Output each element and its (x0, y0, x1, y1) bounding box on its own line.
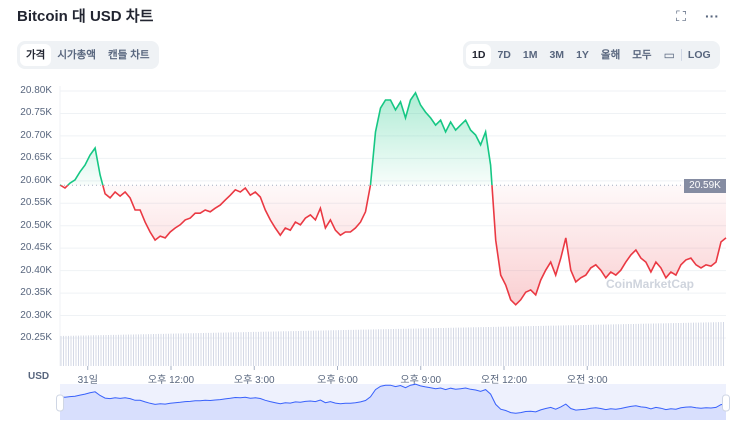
baseline-price-badge: 20.59K (684, 179, 726, 193)
navigator-line (59, 383, 727, 414)
range-1y[interactable]: 1Y (576, 49, 589, 61)
chart-type-tabs: 가격 시가총액 캔들 차트 (17, 41, 159, 69)
log-toggle[interactable]: LOG (687, 49, 711, 61)
range-selector: 1D 7D 1M 3M 1Y 올해 모두 ▭ LOG (463, 41, 720, 69)
y-tick-label: 20.65K (20, 152, 52, 164)
y-tick-label: 20.30K (20, 309, 52, 321)
divider (680, 49, 682, 61)
x-tick-label: 오후 12:00 (147, 375, 195, 386)
x-tick-label: 31일 (77, 375, 98, 386)
y-tick-label: 20.25K (20, 332, 52, 343)
more-dots-icon[interactable]: ··· (705, 8, 719, 24)
watermark: CoinMarketCap (606, 277, 695, 291)
x-tick-label: 오후 9:00 (400, 375, 442, 386)
range-1d[interactable]: 1D (466, 44, 492, 66)
page-title: Bitcoin 대 USD 차트 (17, 8, 154, 25)
y-tick-label: 20.75K (20, 107, 52, 119)
y-tick-label: 20.40K (20, 264, 52, 276)
y-tick-label: 20.60K (20, 174, 52, 186)
price-line-down (59, 185, 727, 306)
area-fill-up (60, 92, 726, 186)
y-tick-label: 20.80K (20, 85, 52, 96)
y-tick-label: 20.45K (20, 242, 52, 254)
price-line-up (59, 91, 493, 186)
y-tick-label: 20.70K (20, 129, 52, 141)
range-all[interactable]: 모두 (632, 49, 652, 61)
range-1m[interactable]: 1M (522, 49, 538, 61)
x-tick-label: 오전 12:00 (480, 375, 528, 386)
navigator-handle-left[interactable] (56, 394, 64, 412)
x-tick-label: 오전 3:00 (566, 375, 608, 386)
tab-price[interactable]: 가격 (20, 44, 52, 66)
y-tick-label: 20.50K (20, 219, 52, 231)
x-tick-label: 오후 3:00 (233, 375, 275, 386)
tab-market-cap[interactable]: 시가총액 (57, 49, 96, 61)
area-fill-down (60, 185, 726, 305)
range-7d[interactable]: 7D (497, 49, 511, 61)
currency-label: USD (28, 371, 50, 382)
calendar-icon[interactable]: ▭ (663, 48, 675, 62)
y-tick-label: 20.55K (20, 197, 52, 209)
fullscreen-icon[interactable]: ⛶ (676, 8, 686, 24)
y-tick-label: 20.35K (20, 287, 52, 299)
x-tick-label: 오후 6:00 (317, 375, 358, 386)
range-ytd[interactable]: 올해 (600, 49, 621, 61)
navigator-area (60, 384, 726, 420)
range-3m[interactable]: 3M (549, 49, 565, 61)
navigator-handle-right[interactable] (722, 394, 730, 412)
tab-candle-chart[interactable]: 캔들 차트 (107, 49, 150, 61)
navigator-background (60, 384, 726, 420)
